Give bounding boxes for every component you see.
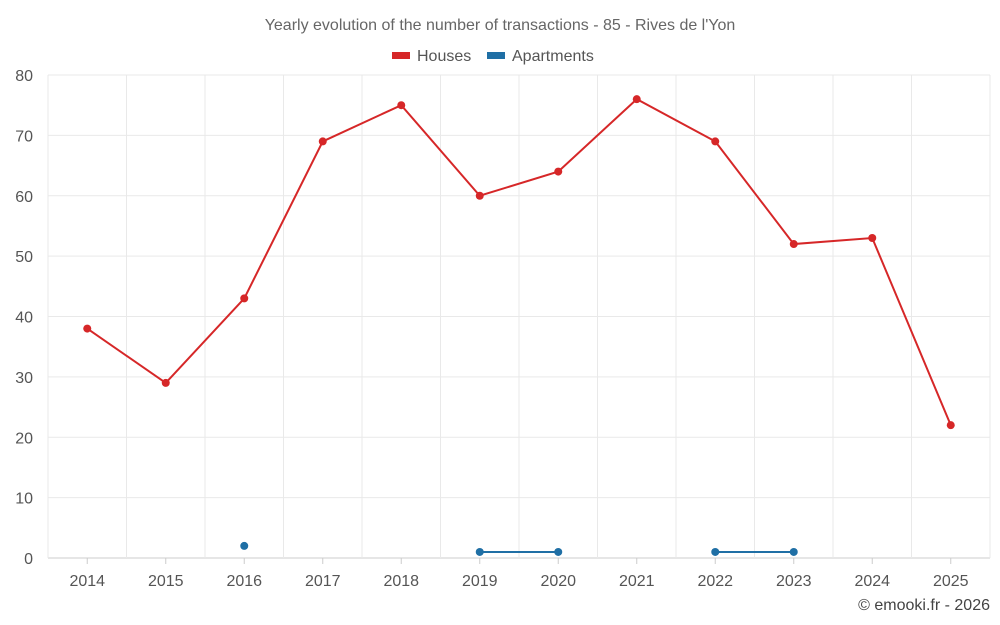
legend-label: Houses [417, 48, 471, 65]
x-tick-label: 2015 [148, 573, 184, 590]
data-point[interactable] [789, 240, 798, 249]
data-point[interactable] [397, 101, 406, 110]
x-tick-label: 2020 [540, 573, 576, 590]
y-tick-label: 80 [15, 68, 33, 85]
y-tick-label: 70 [15, 128, 33, 145]
legend-item-houses[interactable]: Houses [392, 48, 471, 65]
y-tick-label: 60 [15, 189, 33, 206]
legend-label: Apartments [512, 48, 594, 65]
x-axis: 2014 2015 2016 2017 2018 2019 2020 2021 2022 2023… [69, 558, 969, 590]
x-tick-label: 2025 [933, 573, 969, 590]
y-axis: 0 10 20 30 40 50 60 70 80 [15, 68, 33, 568]
x-tick-label: 2017 [305, 573, 341, 590]
x-tick-label: 2021 [619, 573, 655, 590]
x-tick-label: 2023 [776, 573, 812, 590]
series-layer [83, 95, 955, 556]
legend-swatch [392, 52, 410, 59]
y-tick-label: 0 [24, 551, 33, 568]
x-tick-label: 2016 [226, 573, 262, 590]
data-point[interactable] [554, 167, 563, 176]
legend-swatch [487, 52, 505, 59]
data-point[interactable] [240, 294, 249, 303]
data-point[interactable] [475, 191, 484, 200]
data-point[interactable] [318, 137, 327, 146]
grid [47, 74, 991, 559]
y-tick-label: 20 [15, 430, 33, 447]
y-tick-label: 40 [15, 310, 33, 327]
data-point[interactable] [711, 137, 720, 146]
x-tick-label: 2022 [697, 573, 733, 590]
y-tick-label: 30 [15, 370, 33, 387]
data-point[interactable] [711, 547, 720, 556]
y-tick-label: 10 [15, 491, 33, 508]
data-point[interactable] [240, 541, 249, 550]
series-apartments [240, 541, 798, 556]
data-point[interactable] [632, 95, 641, 104]
data-point[interactable] [946, 421, 955, 430]
legend[interactable]: Houses Apartments [392, 48, 594, 65]
data-point[interactable] [161, 378, 170, 387]
series-houses [83, 95, 955, 430]
series-line [86, 97, 952, 426]
data-point[interactable] [83, 324, 92, 333]
y-tick-label: 50 [15, 249, 33, 266]
x-tick-label: 2014 [69, 573, 105, 590]
data-point[interactable] [554, 547, 563, 556]
data-point[interactable] [868, 234, 877, 243]
x-tick-label: 2024 [854, 573, 890, 590]
data-point[interactable] [475, 547, 484, 556]
legend-item-apartments[interactable]: Apartments [487, 48, 594, 65]
chart-title: Yearly evolution of the number of transa… [265, 17, 736, 34]
x-tick-label: 2019 [462, 573, 498, 590]
credit-text: © emooki.fr - 2026 [858, 597, 990, 614]
x-tick-label: 2018 [383, 573, 419, 590]
data-point[interactable] [789, 547, 798, 556]
